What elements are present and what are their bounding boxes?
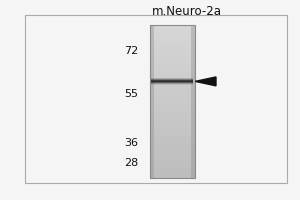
- Text: 36: 36: [124, 138, 138, 148]
- Bar: [25, 15, 287, 183]
- Polygon shape: [195, 77, 216, 86]
- Bar: [150, 25, 195, 178]
- Text: 55: 55: [124, 89, 138, 99]
- Text: 28: 28: [124, 158, 138, 168]
- Text: m.Neuro-2a: m.Neuro-2a: [152, 5, 222, 18]
- Text: 72: 72: [124, 46, 138, 56]
